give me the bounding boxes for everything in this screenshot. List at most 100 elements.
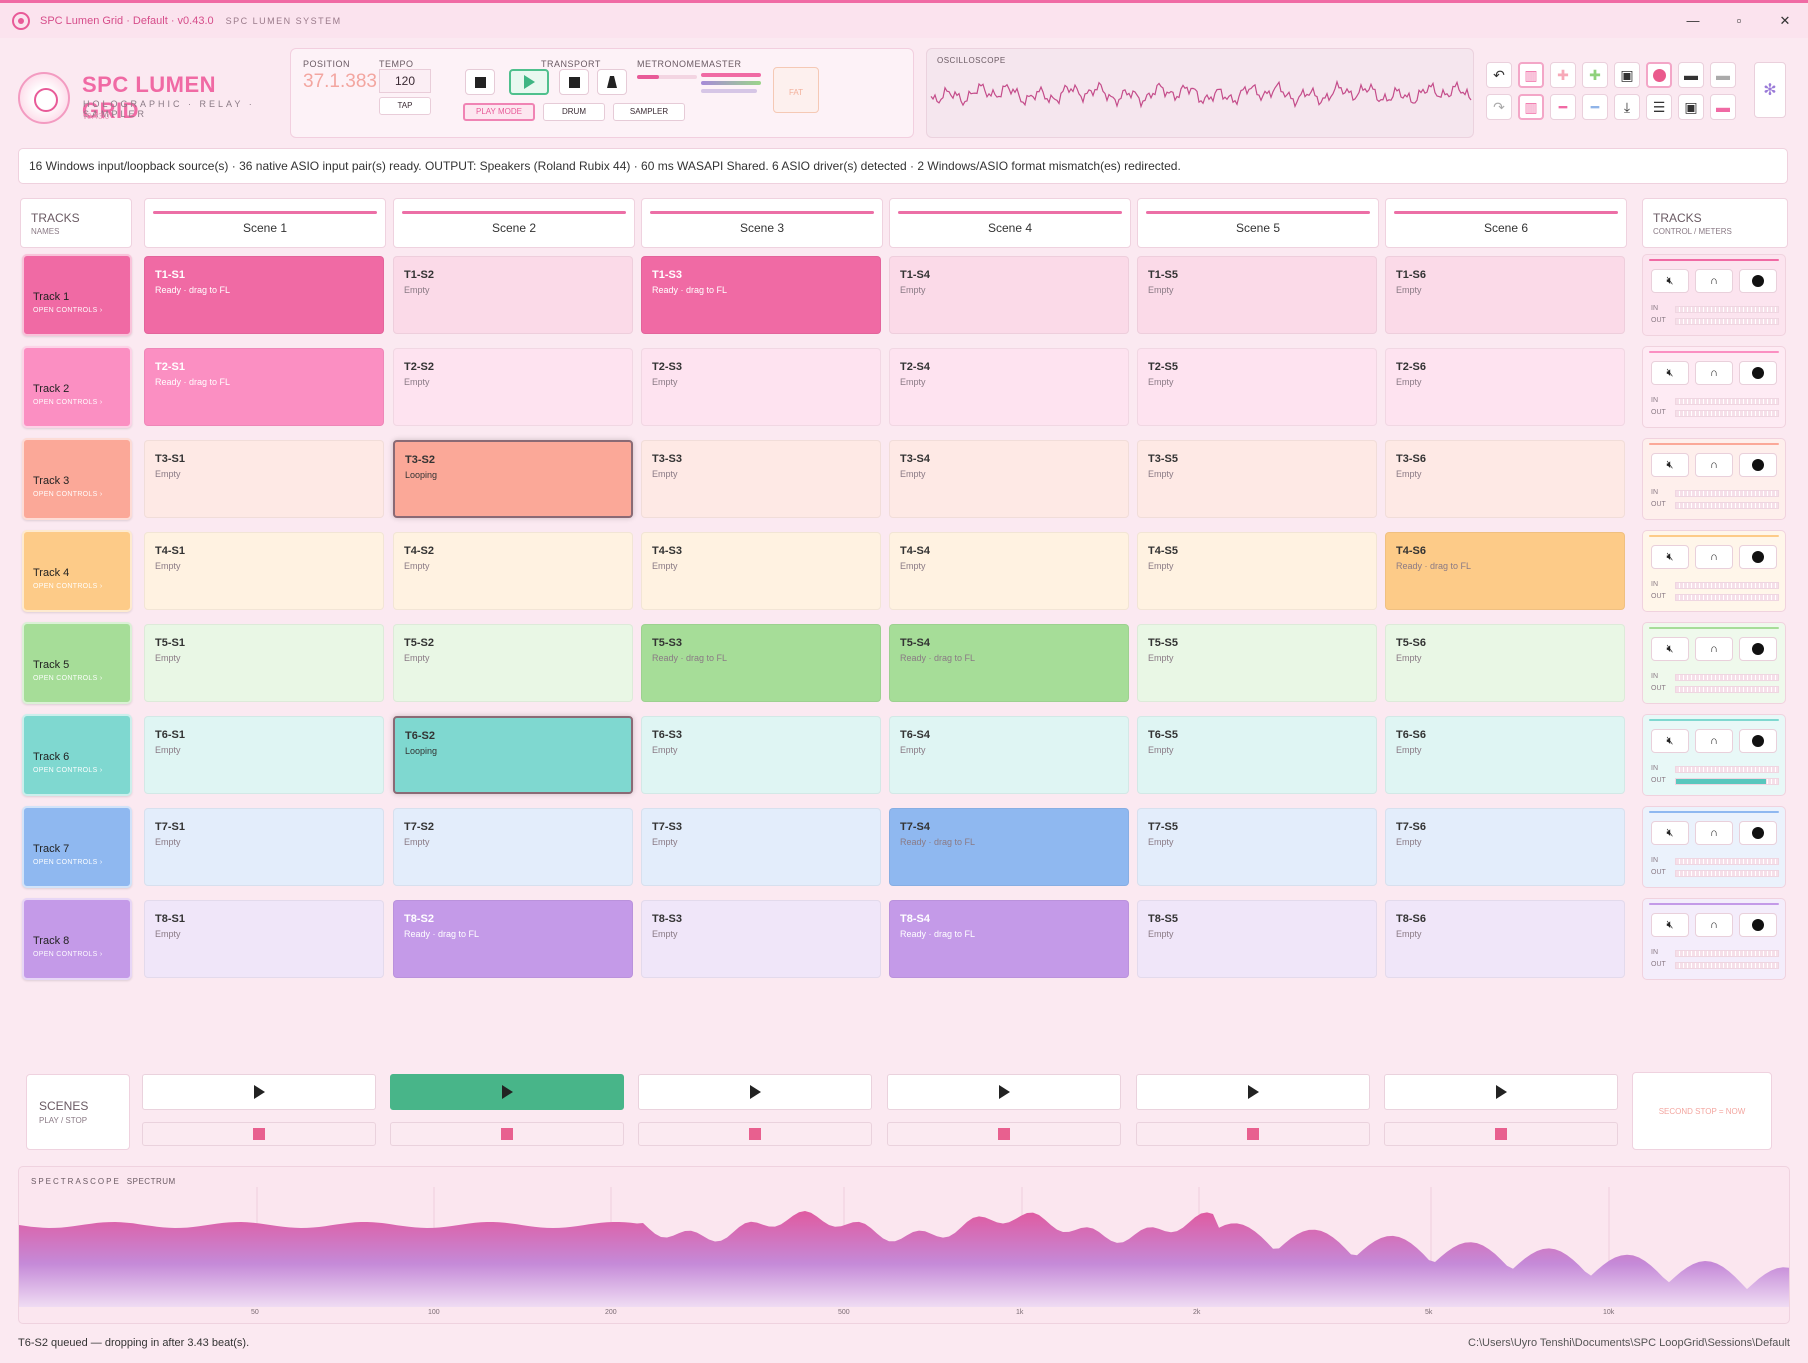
clip-slot[interactable]: T1-S1 Ready · drag to FL [144,256,384,334]
clip-slot[interactable]: T2-S4 Empty [889,348,1129,426]
remove-blue-icon[interactable]: ━ [1582,94,1608,120]
mute-button[interactable]: 🔇︎ [1651,913,1689,937]
clip-slot[interactable]: T7-S3 Empty [641,808,881,886]
clip-slot[interactable]: T3-S1 Empty [144,440,384,518]
scene-play-button-4[interactable] [887,1074,1121,1110]
close-button[interactable]: ✕ [1779,13,1791,28]
minimize-button[interactable]: — [1686,13,1700,28]
solo-button[interactable]: ∩ [1695,729,1733,753]
clip-slot[interactable]: T6-S3 Empty [641,716,881,794]
arm-button[interactable] [1739,545,1777,569]
clip-slot[interactable]: T6-S5 Empty [1137,716,1377,794]
mute-button[interactable]: 🔇︎ [1651,729,1689,753]
open-controls-link[interactable]: OPEN CONTROLS › [33,307,103,314]
arm-button[interactable] [1739,913,1777,937]
clip-slot[interactable]: T5-S2 Empty [393,624,633,702]
clip-slot[interactable]: T8-S4 Ready · drag to FL [889,900,1129,978]
track-name-6[interactable]: Track 6 OPEN CONTROLS › [22,714,132,796]
solo-button[interactable]: ∩ [1695,453,1733,477]
clip-slot[interactable]: T8-S5 Empty [1137,900,1377,978]
scene-stop-button-2[interactable] [390,1122,624,1146]
clip-slot[interactable]: T7-S2 Empty [393,808,633,886]
clip-slot[interactable]: T4-S6 Ready · drag to FL [1385,532,1625,610]
arm-button[interactable] [1739,361,1777,385]
scene-header-5[interactable]: Scene 5 [1137,198,1379,248]
scene-play-button-5[interactable] [1136,1074,1370,1110]
mute-button[interactable]: 🔇︎ [1651,545,1689,569]
eq-icon[interactable]: ▥ [1518,62,1544,88]
clip-slot[interactable]: T2-S2 Empty [393,348,633,426]
clip-slot[interactable]: T8-S3 Empty [641,900,881,978]
clip-slot[interactable]: T6-S6 Empty [1385,716,1625,794]
mute-button[interactable]: 🔇︎ [1651,361,1689,385]
drum-mode-button[interactable]: DRUM [543,103,605,121]
clip-slot[interactable]: T6-S2 Looping [393,716,633,794]
sampler-mode-button[interactable]: SAMPLER [613,103,685,121]
arm-button[interactable] [1739,637,1777,661]
undo-icon[interactable]: ↶ [1486,62,1512,88]
download-icon[interactable]: ⤓ [1614,94,1640,120]
clip-slot[interactable]: T3-S5 Empty [1137,440,1377,518]
scene-header-4[interactable]: Scene 4 [889,198,1131,248]
solo-button[interactable]: ∩ [1695,361,1733,385]
monitor-icon[interactable]: ▬ [1678,62,1704,88]
tap-tempo-button[interactable]: TAP [379,97,431,115]
track-name-3[interactable]: Track 3 OPEN CONTROLS › [22,438,132,520]
clip-slot[interactable]: T5-S4 Ready · drag to FL [889,624,1129,702]
clip-slot[interactable]: T2-S6 Empty [1385,348,1625,426]
record-icon[interactable] [1646,62,1672,88]
solo-button[interactable]: ∩ [1695,269,1733,293]
clip-slot[interactable]: T3-S6 Empty [1385,440,1625,518]
solo-button[interactable]: ∩ [1695,637,1733,661]
scene-stop-button-1[interactable] [142,1122,376,1146]
clip-slot[interactable]: T3-S4 Empty [889,440,1129,518]
arm-button[interactable] [1739,821,1777,845]
redo-icon[interactable]: ↷ [1486,94,1512,120]
arm-button[interactable] [1739,729,1777,753]
scene-stop-button-5[interactable] [1136,1122,1370,1146]
track-name-2[interactable]: Track 2 OPEN CONTROLS › [22,346,132,428]
clip-slot[interactable]: T1-S5 Empty [1137,256,1377,334]
clip-slot[interactable]: T4-S1 Empty [144,532,384,610]
clip-slot[interactable]: T1-S6 Empty [1385,256,1625,334]
scene-play-button-2[interactable] [390,1074,624,1110]
metronome-button[interactable] [597,69,627,95]
solo-button[interactable]: ∩ [1695,913,1733,937]
clip-slot[interactable]: T7-S6 Empty [1385,808,1625,886]
track-name-5[interactable]: Track 5 OPEN CONTROLS › [22,622,132,704]
clip-slot[interactable]: T3-S2 Looping [393,440,633,518]
second-stop-button[interactable]: SECOND STOP = NOW [1632,1072,1772,1150]
scene-header-1[interactable]: Scene 1 [144,198,386,248]
add-green-icon[interactable]: ✚ [1582,62,1608,88]
track-name-1[interactable]: Track 1 OPEN CONTROLS › [22,254,132,336]
scene-header-2[interactable]: Scene 2 [393,198,635,248]
add-red-icon[interactable]: ✚ [1550,62,1576,88]
mute-button[interactable]: 🔇︎ [1651,269,1689,293]
clip-slot[interactable]: T5-S1 Empty [144,624,384,702]
mixer-icon[interactable]: ☰ [1646,94,1672,120]
clip-slot[interactable]: T7-S5 Empty [1137,808,1377,886]
clip-slot[interactable]: T7-S4 Ready · drag to FL [889,808,1129,886]
open-controls-link[interactable]: OPEN CONTROLS › [33,859,103,866]
clip-slot[interactable]: T2-S1 Ready · drag to FL [144,348,384,426]
settings-gear-icon[interactable]: ✻ [1754,62,1786,118]
fat-button[interactable]: FAT [773,67,819,113]
mute-button[interactable]: 🔇︎ [1651,637,1689,661]
play-mode-button[interactable]: PLAY MODE [463,103,535,121]
clip-slot[interactable]: T7-S1 Empty [144,808,384,886]
scene-play-button-3[interactable] [638,1074,872,1110]
clip-slot[interactable]: T5-S5 Empty [1137,624,1377,702]
solo-button[interactable]: ∩ [1695,821,1733,845]
track-name-8[interactable]: Track 8 OPEN CONTROLS › [22,898,132,980]
remove-red-icon[interactable]: ━ [1550,94,1576,120]
clip-slot[interactable]: T8-S1 Empty [144,900,384,978]
clip-slot[interactable]: T4-S5 Empty [1137,532,1377,610]
clip-slot[interactable]: T4-S2 Empty [393,532,633,610]
screen-icon[interactable]: ▬ [1710,94,1736,120]
play-button[interactable] [509,69,549,95]
clip-slot[interactable]: T1-S3 Ready · drag to FL [641,256,881,334]
open-controls-link[interactable]: OPEN CONTROLS › [33,583,103,590]
eq-alt-icon[interactable]: ▥ [1518,94,1544,120]
clip-slot[interactable]: T2-S3 Empty [641,348,881,426]
clip-slot[interactable]: T3-S3 Empty [641,440,881,518]
